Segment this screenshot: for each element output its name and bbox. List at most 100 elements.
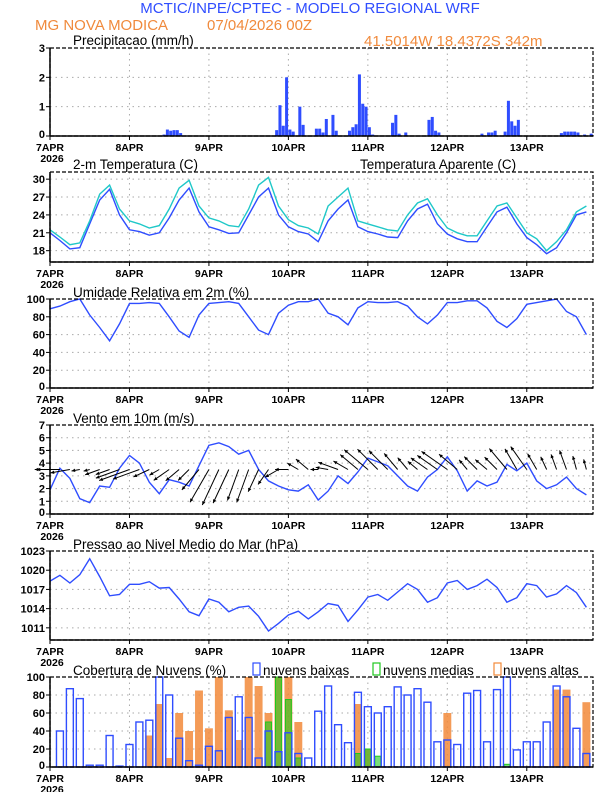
x-tick-label: 7APR	[36, 268, 64, 280]
wind-arrow-head	[165, 477, 170, 481]
wind-arrow	[189, 469, 210, 503]
precip-bar	[569, 131, 573, 136]
wind-arrow-head	[550, 454, 554, 459]
precip-bar	[301, 124, 305, 136]
x-tick-label: 8APR	[115, 268, 143, 280]
cloud-bar-medium	[364, 748, 372, 768]
wind-arrow-shaft	[112, 469, 140, 480]
x-tick-label: 13APR	[510, 520, 544, 532]
rh-line-blue	[49, 298, 588, 343]
wind-arrow	[34, 467, 60, 472]
location-label: MG NOVA MODICA	[35, 17, 168, 34]
cloud-bar-high	[234, 740, 243, 767]
x-tick-label: 9APR	[195, 142, 223, 154]
wind-arrow	[71, 468, 80, 473]
wind-arrow	[133, 469, 150, 478]
cloud-bar-medium	[274, 676, 282, 768]
wind-arrow-head	[202, 501, 206, 506]
precip-bar	[490, 132, 494, 136]
cloud-bar-high	[195, 690, 203, 767]
legend-swatch-medium	[372, 662, 381, 676]
wind-arrow	[165, 469, 180, 482]
wind-arrow-shaft	[95, 469, 120, 479]
precip-bar	[576, 132, 580, 136]
precip-bar	[334, 130, 338, 136]
wind-arrow-head	[315, 466, 320, 470]
x-tick-label: 11APR	[351, 520, 385, 532]
y-tick-label: 0	[39, 381, 45, 393]
x-year-label: 2026	[40, 784, 64, 792]
wind-arrow-head	[410, 457, 415, 462]
precip-bar	[179, 133, 183, 136]
y-tick-label: 100	[27, 294, 45, 306]
wind-line-blue	[49, 442, 587, 504]
wind-arrow-head	[248, 487, 252, 492]
wind-arrow-shaft	[236, 469, 250, 503]
wind-arrow	[410, 457, 428, 470]
wind-arrow-shaft	[368, 450, 389, 470]
y-tick-label: 1023	[21, 546, 45, 558]
wind-arrow-head	[295, 459, 300, 463]
wind-arrow-head	[181, 485, 186, 490]
wind-arrow-shaft	[421, 451, 448, 470]
y-tick-label: 0	[39, 507, 45, 519]
wind-arrow-head	[333, 461, 338, 465]
main-title: MCTIC/INPE/CPTEC - MODELO REGIONAL WRF	[140, 0, 479, 17]
wind-arrow-head	[85, 471, 90, 476]
cloud-bar-high	[562, 689, 571, 767]
wind-arrow	[287, 462, 299, 470]
wind-arrow-shaft	[504, 448, 518, 470]
precip-bar	[364, 106, 368, 136]
wind-arrow-head	[504, 448, 509, 453]
wind-arrow	[95, 469, 110, 475]
x-tick-label: 7APR	[36, 394, 64, 406]
precip-bar	[318, 128, 322, 136]
x-tick-label: 12APR	[430, 773, 464, 785]
y-tick-label: 1014	[21, 604, 46, 616]
wind-arrow	[540, 456, 548, 470]
wind-arrow-shaft	[227, 469, 240, 501]
y-tick-label: 5	[39, 445, 45, 457]
wind-arrow-head	[489, 448, 494, 453]
precip-bar	[172, 130, 176, 136]
y-tick-label: 60	[33, 708, 45, 720]
precip-bar	[589, 133, 593, 136]
wind-arrow	[85, 469, 100, 476]
precip-bar	[285, 77, 289, 136]
wind-arrow-head	[310, 467, 315, 472]
precip-bar	[430, 116, 434, 136]
wind-arrow-head	[417, 455, 422, 459]
x-tick-label: 9APR	[195, 394, 223, 406]
precip-bar	[391, 122, 395, 136]
wind-arrow	[527, 453, 538, 470]
x-tick-label: 11APR	[351, 142, 385, 154]
y-tick-label: 80	[33, 690, 45, 702]
wind-arrow-shaft	[417, 455, 438, 470]
wind-arrow-head	[464, 456, 469, 461]
legend-high-clouds: nuvens altas	[503, 663, 579, 678]
x-tick-label: 8APR	[115, 142, 143, 154]
wind-arrow-head	[572, 455, 576, 460]
precip-bar	[506, 100, 510, 136]
wind-arrow-head	[421, 451, 426, 455]
wind-arrow-head	[459, 459, 463, 464]
wind-arrow	[310, 467, 319, 472]
wind-arrow	[504, 448, 518, 470]
wind-arrow	[201, 469, 220, 506]
cloud-bar-high	[155, 704, 164, 767]
x-year-label: 2026	[40, 405, 64, 417]
wind-arrow	[463, 456, 478, 470]
precip-bar	[314, 128, 318, 136]
cloud-bar-high	[582, 702, 591, 767]
y-tick-label: 0	[39, 129, 45, 141]
wind-arrow	[417, 455, 438, 470]
precip-bar	[291, 131, 295, 136]
y-tick-label: 18	[33, 246, 45, 258]
wind-arrow	[484, 456, 498, 470]
x-tick-label: 9APR	[195, 773, 223, 785]
x-tick-label: 7APR	[36, 142, 64, 154]
cloud-bar-high	[185, 731, 194, 767]
cloud-bar-high	[254, 686, 263, 767]
wind-arrow-head	[50, 470, 55, 474]
